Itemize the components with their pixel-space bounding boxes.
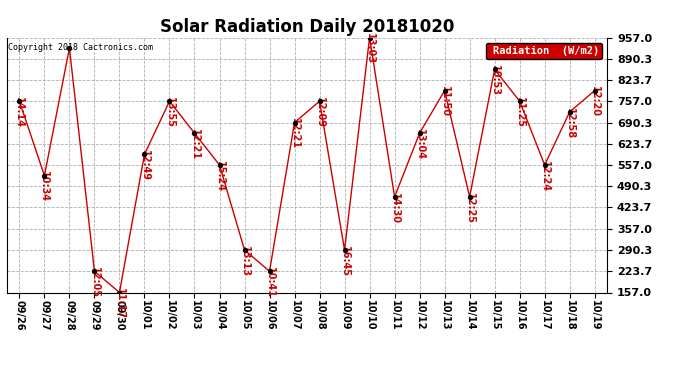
Point xyxy=(539,162,550,168)
Point xyxy=(589,88,600,94)
Text: 10:41: 10:41 xyxy=(264,267,275,298)
Text: 12:09: 12:09 xyxy=(315,97,324,128)
Text: 10:34: 10:34 xyxy=(39,171,50,202)
Point xyxy=(289,120,300,126)
Text: 13:03: 13:03 xyxy=(364,33,375,64)
Point xyxy=(264,268,275,274)
Text: 12:25: 12:25 xyxy=(464,193,475,224)
Text: 11:17: 11:17 xyxy=(115,288,124,320)
Text: 15:24: 15:24 xyxy=(215,161,224,192)
Text: 11:50: 11:50 xyxy=(440,87,450,117)
Point xyxy=(139,152,150,157)
Text: 10:53: 10:53 xyxy=(490,65,500,96)
Text: 12:21: 12:21 xyxy=(290,118,299,149)
Point xyxy=(239,247,250,253)
Title: Solar Radiation Daily 20181020: Solar Radiation Daily 20181020 xyxy=(160,18,454,36)
Text: 16:45: 16:45 xyxy=(339,246,350,277)
Point xyxy=(389,194,400,200)
Point xyxy=(314,98,325,104)
Point xyxy=(214,162,225,168)
Text: 14:14: 14:14 xyxy=(14,97,24,128)
Text: 12:24: 12:24 xyxy=(540,161,550,192)
Point xyxy=(464,194,475,200)
Point xyxy=(14,98,25,104)
Text: Copyright 2018 Cactronics.com: Copyright 2018 Cactronics.com xyxy=(8,43,153,52)
Point xyxy=(164,98,175,104)
Point xyxy=(64,45,75,51)
Point xyxy=(39,172,50,178)
Point xyxy=(564,109,575,115)
Text: 12:05: 12:05 xyxy=(90,267,99,298)
Point xyxy=(414,130,425,136)
Point xyxy=(364,34,375,40)
Text: 13:55: 13:55 xyxy=(164,97,175,128)
Text: 12:21: 12:21 xyxy=(190,129,199,160)
Text: 12:20: 12:20 xyxy=(590,87,600,117)
Point xyxy=(514,98,525,104)
Point xyxy=(489,66,500,72)
Point xyxy=(89,268,100,274)
Legend: Radiation  (W/m2): Radiation (W/m2) xyxy=(486,43,602,59)
Text: 14:30: 14:30 xyxy=(390,193,400,224)
Point xyxy=(189,130,200,136)
Text: 11:25: 11:25 xyxy=(515,97,524,128)
Text: 13:13: 13:13 xyxy=(239,246,250,277)
Text: 13:04: 13:04 xyxy=(415,129,424,160)
Point xyxy=(339,247,350,253)
Point xyxy=(439,88,450,94)
Point xyxy=(114,290,125,296)
Text: 12:58: 12:58 xyxy=(564,108,575,139)
Text: 12:49: 12:49 xyxy=(139,150,150,181)
